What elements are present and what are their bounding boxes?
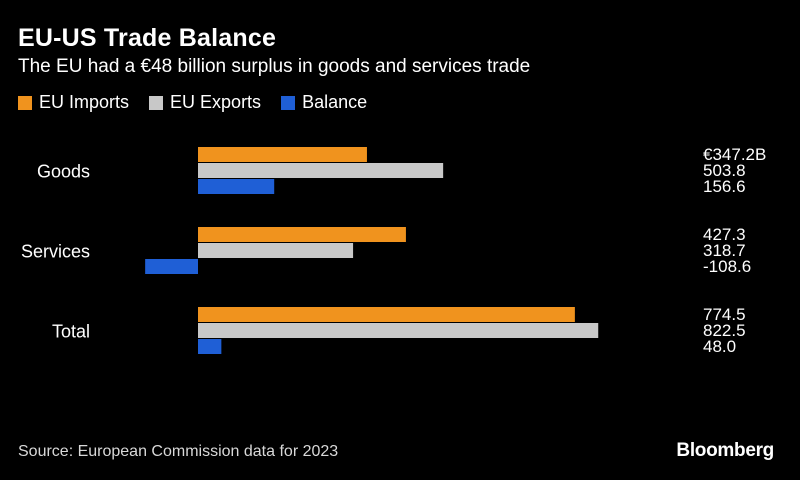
data-label-services-balance: -108.6 [703, 257, 751, 276]
legend-swatch-eu-exports [149, 95, 164, 110]
legend-swatch-eu-imports [18, 95, 32, 110]
data-label-services-eu-exports: 318.7 [703, 241, 746, 260]
legend-label-eu-exports: EU Exports [170, 92, 262, 112]
bar-total-balance [198, 339, 222, 354]
data-label-total-balance: 48.0 [703, 337, 736, 356]
bar-goods-balance [198, 179, 275, 194]
bar-services-balance [145, 259, 198, 274]
data-label-total-eu-exports: 822.5 [703, 321, 746, 340]
category-label-services: Services [21, 242, 90, 262]
source-note: Source: European Commission data for 202… [18, 443, 339, 460]
data-label-goods-eu-exports: 503.8 [703, 161, 746, 180]
chart-subtitle: The EU had a €48 billion surplus in good… [18, 56, 531, 77]
bloomberg-logo: Bloomberg [676, 440, 774, 461]
category-label-total: Total [52, 322, 90, 342]
legend-label-eu-imports: EU Imports [39, 92, 130, 112]
legend-label-balance: Balance [302, 92, 368, 112]
category-label-goods: Goods [37, 162, 90, 182]
bar-goods-eu-exports [198, 163, 444, 178]
data-label-services-eu-imports: 427.3 [703, 225, 746, 244]
bar-services-eu-exports [198, 243, 354, 258]
data-label-goods-balance: 156.6 [703, 177, 746, 196]
legend-item-eu-imports: EU Imports [18, 92, 129, 113]
legend-item-eu-exports: EU Exports [149, 92, 261, 113]
bar-total-eu-exports [198, 323, 599, 338]
data-label-total-eu-imports: 774.5 [703, 305, 746, 324]
bar-total-eu-imports [198, 307, 575, 322]
legend-item-balance: Balance [281, 92, 367, 113]
legend-swatch-balance [281, 95, 296, 110]
data-label-goods-eu-imports: €347.2B [703, 145, 766, 164]
legend: EU Imports EU Exports Balance [18, 92, 387, 113]
bar-services-eu-imports [198, 227, 406, 242]
bar-goods-eu-imports [198, 147, 367, 162]
chart-title: EU-US Trade Balance [18, 24, 277, 52]
